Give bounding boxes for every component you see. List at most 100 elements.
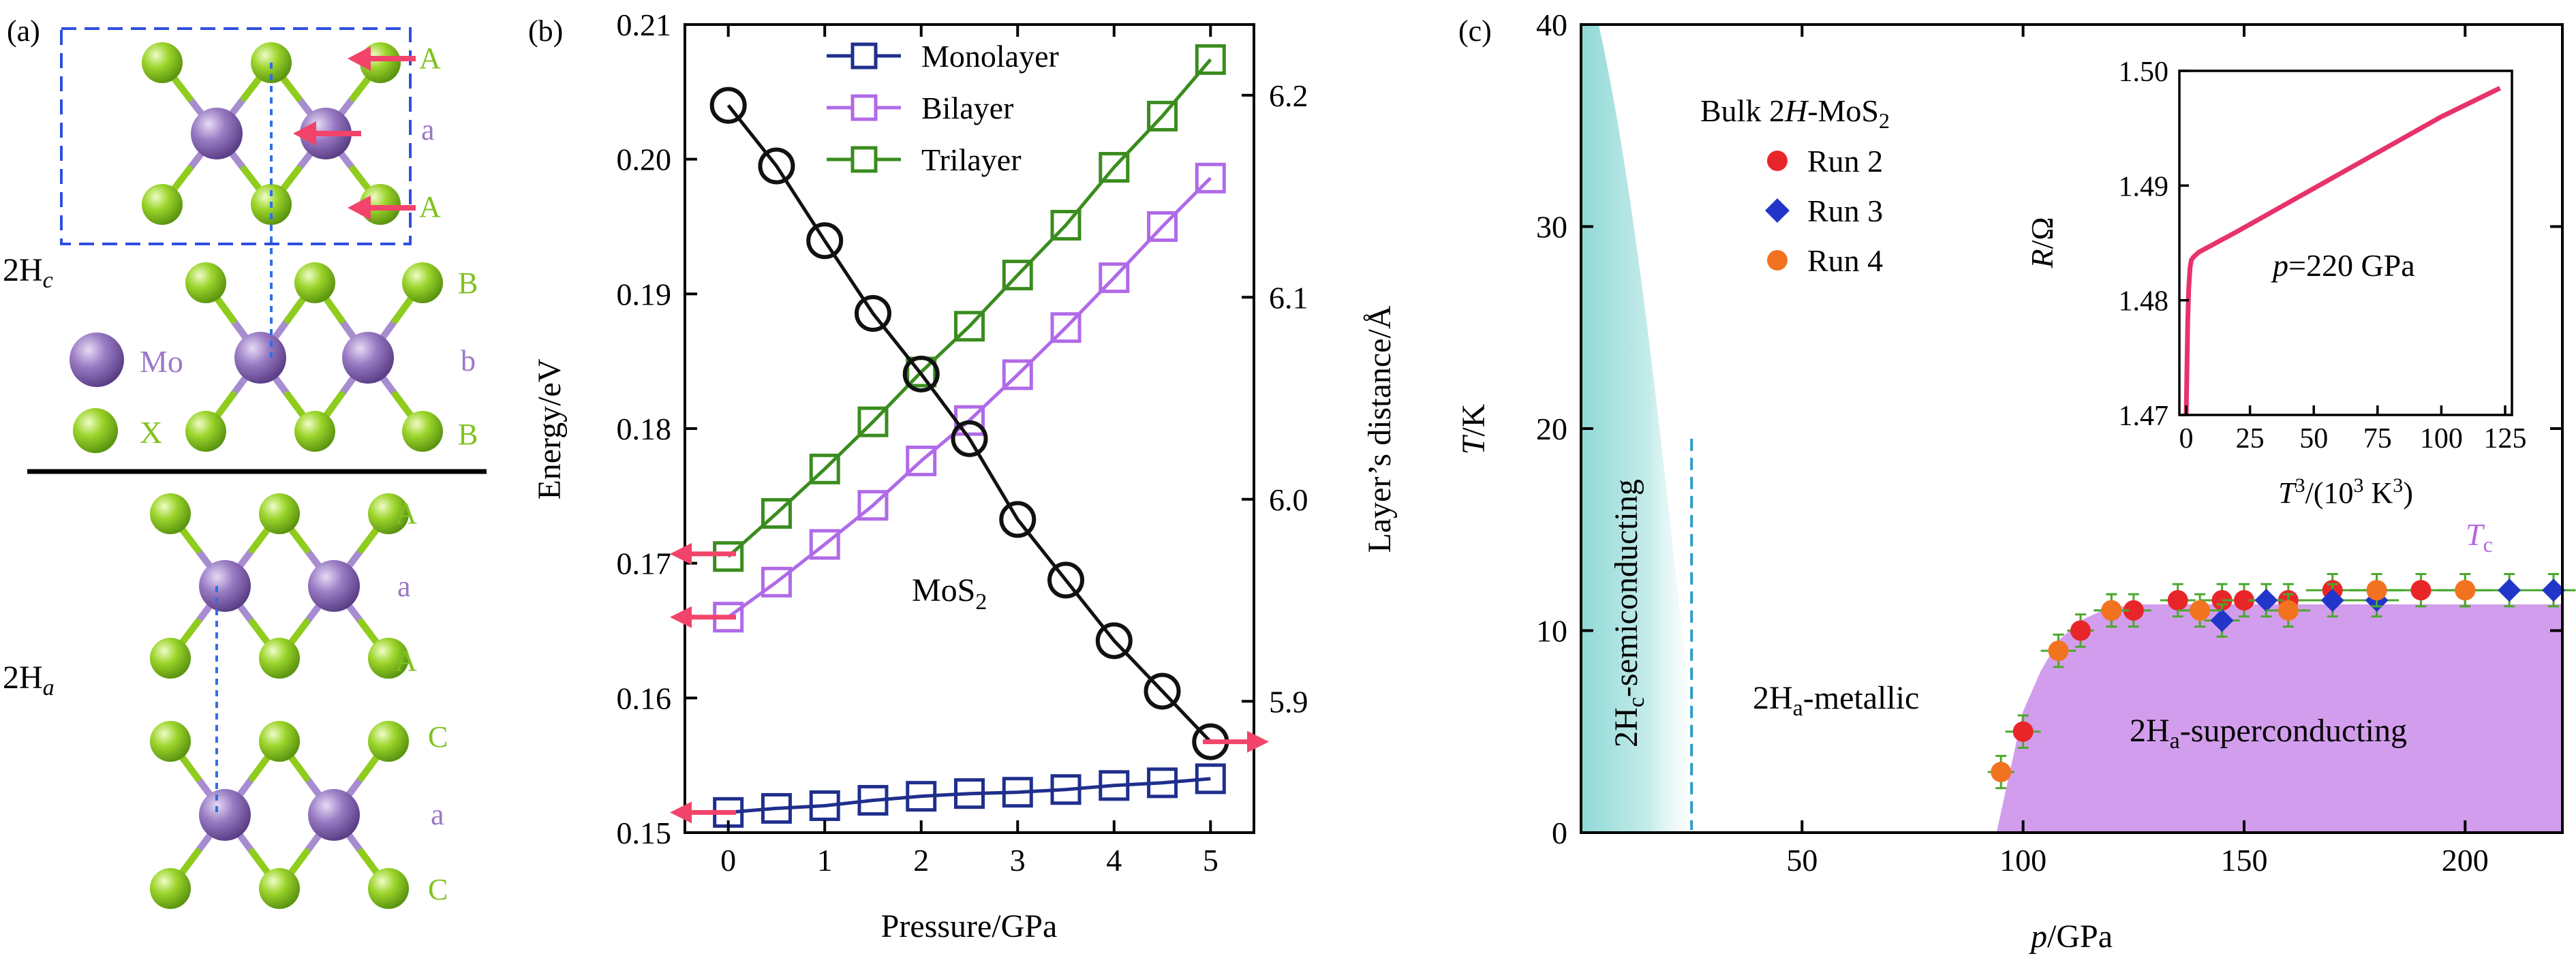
data-point-square [1099, 770, 1130, 801]
data-point-circle [2455, 580, 2476, 601]
stack-label-2: a [421, 113, 435, 146]
inset-y-tick-label: 1.49 [2119, 171, 2169, 202]
data-point-circle [2070, 620, 2091, 641]
panel-c-ticks: 50 100 150 200 0 10 20 30 40 [1536, 7, 2562, 878]
data-point-circle [709, 87, 747, 124]
x-tick-label: 100 [1999, 843, 2046, 878]
x-tick-label: 1 [817, 843, 833, 878]
panel-c-chart: (c) 50 100 150 200 0 10 20 30 40 T/K p/GPa Bulk … [1456, 7, 2576, 955]
y-tick-label-left: 0.21 [617, 7, 672, 42]
panel-c-title: Bulk 2H-MoS2 [1700, 93, 1890, 133]
data-point-square [1002, 777, 1033, 808]
data-point-circle [2012, 721, 2034, 742]
data-point-square [1195, 162, 1226, 194]
data-point-square [809, 529, 840, 560]
mo-atom [199, 789, 251, 841]
axis-arrow-head [1247, 730, 1269, 753]
data-point-circle [2366, 580, 2387, 601]
inset-x-tick-label: 0 [2179, 423, 2194, 454]
data-point-square [1050, 312, 1082, 343]
inset-background [2179, 71, 2512, 415]
panel-b-legend: Monolayer Bilayer Trilayer [827, 39, 1059, 177]
data-point-circle [999, 501, 1037, 538]
data-point-circle [854, 294, 891, 332]
data-point-diamond [2320, 589, 2344, 613]
stack-label-4: B [458, 266, 478, 300]
x-atom [259, 868, 300, 909]
data-point-circle [2101, 600, 2122, 621]
data-point-square [761, 498, 792, 529]
red-arrow-head [348, 196, 371, 220]
data-point-diamond [2210, 608, 2234, 632]
legend-marker-trilayer [850, 146, 878, 173]
region-label-semiconducting: 2Hc-semiconducting [1608, 479, 1649, 747]
data-point-square [857, 785, 889, 816]
panel-b-ylabel-right: Layer’s distance/Å [1362, 305, 1398, 553]
series-line-0 [728, 777, 1211, 814]
region-label-superconducting: 2Ha-superconducting [2130, 713, 2407, 754]
data-point-circle [1144, 673, 1181, 710]
legend-mo-label: Mo [140, 344, 183, 379]
panel-b-ticks: 0 1 2 3 4 5 0.15 0.16 0.17 0.18 0.19 0.20 0.21 5.9 6.0… [617, 7, 1308, 878]
inset-x-tick-label: 100 [2420, 423, 2463, 454]
mo-atom [308, 560, 360, 612]
legend-marker-run2 [1767, 151, 1788, 171]
data-point-square [857, 406, 889, 437]
x-atom [368, 493, 409, 534]
stack-label-10: C [428, 720, 448, 754]
red-arrow-head [348, 46, 371, 71]
mo-atom [191, 108, 243, 159]
legend-x-atom [73, 408, 118, 453]
data-point-circle [902, 355, 940, 392]
legend-label-trilayer: Trilayer [921, 142, 1022, 177]
x-atom [368, 868, 409, 909]
x-atom [368, 721, 409, 762]
data-point-square [713, 541, 744, 572]
legend-mo-atom [70, 333, 124, 387]
semiconducting-region [1581, 25, 1705, 833]
x-atom [185, 411, 226, 452]
data-point-circle [2278, 600, 2299, 621]
data-point-square [809, 790, 840, 821]
data-point-circle [806, 222, 844, 260]
inset-ylabel: R/Ω [2025, 217, 2059, 268]
inset-x-tick-label: 125 [2484, 423, 2527, 454]
legend-label-run4: Run 4 [1807, 243, 1883, 278]
interlayer-guides [215, 63, 273, 818]
data-point-diamond [2542, 578, 2566, 602]
data-point-square [1002, 260, 1033, 291]
x-atom [259, 638, 300, 679]
stack-label-7: A [395, 497, 417, 530]
panel-c-ylabel: T/K [1456, 403, 1492, 454]
data-point-square [954, 311, 985, 342]
data-point-diamond [2254, 589, 2278, 613]
data-point-square [1099, 262, 1130, 294]
inset-frame [2178, 69, 2513, 416]
inset-x-tick-label: 75 [2363, 423, 2392, 454]
x-atom [402, 262, 443, 303]
legend-label-run2: Run 2 [1807, 144, 1883, 179]
inset-resistance-curve [2183, 86, 2502, 416]
x-atom [150, 721, 191, 762]
y-tick-label-left: 0.20 [617, 142, 672, 177]
data-point-circle [2048, 640, 2069, 662]
y-tick-label: 0 [1552, 816, 1567, 850]
stack-label-6: B [458, 418, 478, 451]
y-tick-label: 10 [1536, 614, 1567, 649]
axis-arrow-head [670, 606, 692, 628]
axis-arrow-head [670, 542, 692, 565]
displacement-arrows [293, 46, 416, 220]
data-point-square [954, 778, 985, 809]
region-label-metallic: 2Ha-metallic [1753, 680, 1919, 721]
mo-atom [342, 332, 394, 384]
x-atom [259, 493, 300, 534]
data-point-circle [2167, 590, 2188, 611]
data-point-circle [951, 420, 988, 457]
x-atom [259, 721, 300, 762]
data-point-square [1147, 100, 1178, 132]
stack-label-12: C [428, 873, 448, 906]
legend-marker-run4 [1767, 250, 1788, 271]
mo-atom [308, 789, 360, 841]
panel-b-series [709, 44, 1229, 828]
